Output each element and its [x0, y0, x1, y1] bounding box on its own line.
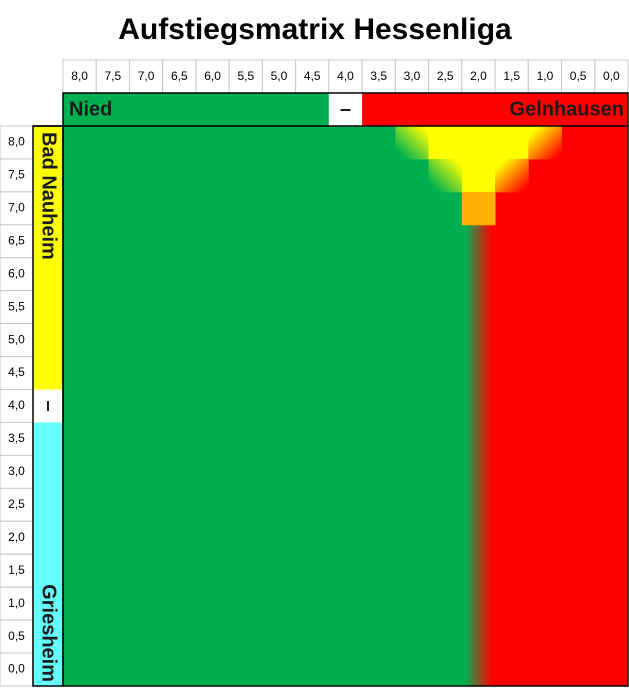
row-header: 7,5 — [8, 168, 25, 182]
column-header-cell — [561, 59, 596, 94]
column-header-cell — [295, 59, 330, 94]
column-header: 3,5 — [370, 69, 387, 83]
row-header: 5,5 — [8, 299, 25, 313]
column-header: 6,5 — [171, 69, 188, 83]
row-header: 2,5 — [8, 497, 25, 511]
column-header: 8,0 — [71, 69, 88, 83]
team-bar — [33, 422, 63, 686]
row-header: 1,5 — [8, 563, 25, 577]
matrix-cell — [461, 126, 496, 160]
matrix-cell — [428, 158, 463, 193]
row-header-cell — [0, 520, 34, 555]
row-header-cell — [0, 158, 34, 193]
matrix-cell — [495, 158, 529, 193]
matrix-transition — [461, 224, 496, 686]
team-label: – — [38, 400, 60, 411]
matrix-cell — [395, 126, 430, 160]
team-bar — [63, 93, 329, 126]
column-header: 6,0 — [204, 69, 221, 83]
column-header-cell — [62, 59, 97, 94]
row-header: 8,0 — [8, 135, 25, 149]
team-bar — [362, 93, 628, 126]
column-header: 1,5 — [503, 69, 520, 83]
matrix-cell — [461, 158, 496, 193]
row-header: 2,0 — [8, 530, 25, 544]
row-header: 3,5 — [8, 431, 25, 445]
column-header-cell — [228, 59, 263, 94]
row-header-cell — [0, 191, 34, 226]
team-bar — [33, 126, 63, 390]
row-header-cell — [0, 487, 34, 522]
row-header: 4,0 — [8, 398, 25, 412]
team-label: – — [340, 98, 351, 120]
matrix-cell — [461, 191, 496, 226]
team-label: Griesheim — [38, 584, 60, 682]
column-header-cell — [494, 59, 529, 94]
row-header: 3,0 — [8, 464, 25, 478]
column-header: 5,0 — [271, 69, 288, 83]
matrix-red — [495, 126, 628, 686]
team-label: Nied — [69, 98, 112, 120]
column-header-cell — [594, 59, 629, 94]
column-header-cell — [95, 59, 130, 94]
team-label: Bad Nauheim — [38, 132, 60, 260]
team-label: Gelnhausen — [510, 98, 624, 120]
row-header: 6,0 — [8, 266, 25, 280]
column-header: 0,0 — [603, 69, 620, 83]
column-header: 4,0 — [337, 69, 354, 83]
column-header: 3,0 — [404, 69, 421, 83]
column-header-cell — [428, 59, 463, 94]
row-header: 0,0 — [8, 662, 25, 676]
column-header: 0,5 — [570, 69, 587, 83]
matrix-cell — [428, 126, 463, 160]
team-bar — [33, 389, 63, 423]
column-header: 7,5 — [105, 69, 122, 83]
row-header: 6,5 — [8, 233, 25, 247]
column-header: 4,5 — [304, 69, 321, 83]
row-header: 1,0 — [8, 596, 25, 610]
column-header: 2,5 — [437, 69, 454, 83]
title: Aufstiegsmatrix Hessenliga — [118, 13, 512, 46]
column-header: 1,0 — [537, 69, 554, 83]
column-header: 7,0 — [138, 69, 155, 83]
matrix-cell — [495, 126, 529, 160]
column-header: 5,5 — [237, 69, 254, 83]
side-border — [32, 125, 64, 687]
row-header-cell — [0, 454, 34, 489]
team-bar — [328, 93, 363, 126]
column-header-cell — [361, 59, 396, 94]
row-header: 4,5 — [8, 365, 25, 379]
row-header: 0,5 — [8, 629, 25, 643]
matrix-cell — [528, 126, 563, 160]
row-header: 7,0 — [8, 201, 25, 215]
column-header: 2,0 — [470, 69, 487, 83]
row-header: 5,0 — [8, 332, 25, 346]
row-header-cell — [0, 356, 34, 391]
